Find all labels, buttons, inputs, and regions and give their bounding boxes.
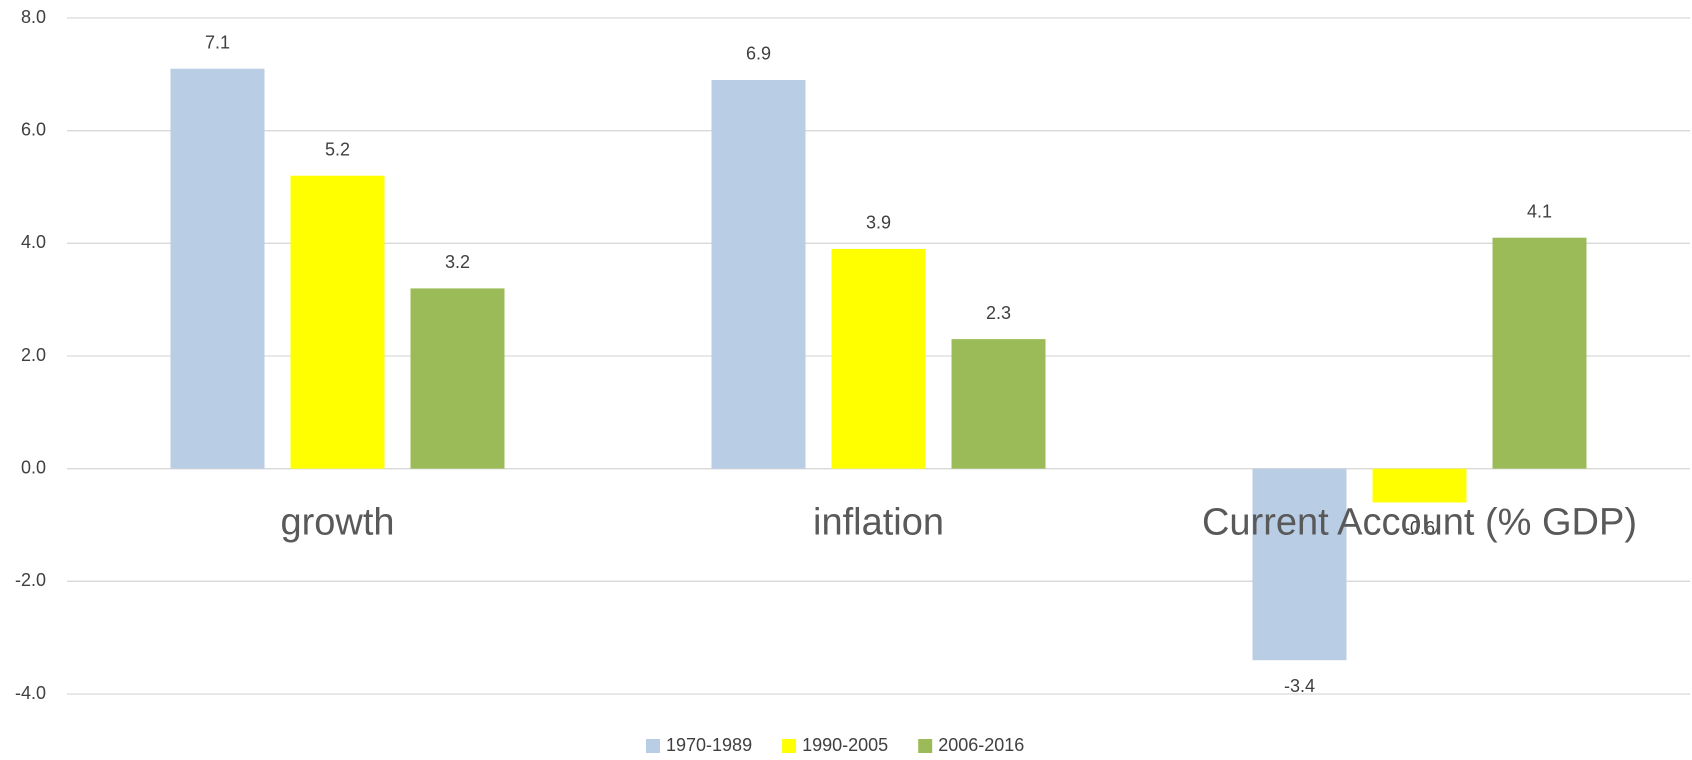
data-label: 7.1 <box>205 32 230 52</box>
bar <box>290 175 385 469</box>
data-label: -3.4 <box>1284 676 1315 696</box>
bar <box>170 68 265 469</box>
legend-label: 1990-2005 <box>802 735 888 755</box>
bar <box>1492 237 1587 469</box>
data-label: 3.2 <box>445 252 470 272</box>
y-tick-label: 0.0 <box>21 457 46 477</box>
legend-swatch <box>782 739 797 753</box>
data-label: 6.9 <box>746 44 771 64</box>
data-label: -0.6 <box>1404 518 1435 538</box>
data-label: 4.1 <box>1527 201 1552 221</box>
bar <box>831 248 926 469</box>
y-tick-label: -4.0 <box>15 683 46 703</box>
bar <box>951 339 1046 469</box>
y-tick-label: 8.0 <box>21 7 46 27</box>
bar <box>410 288 505 469</box>
y-tick-label: -2.0 <box>15 570 46 590</box>
y-tick-label: 6.0 <box>21 119 46 139</box>
legend-swatch <box>646 739 660 753</box>
legend-swatch <box>918 739 933 753</box>
bar <box>1252 468 1347 661</box>
y-tick-label: 2.0 <box>21 345 46 365</box>
bar <box>711 79 806 469</box>
legend-label: 1970-1989 <box>666 735 752 755</box>
x-tick-label: inflation <box>813 502 944 544</box>
data-label: 5.2 <box>325 139 350 159</box>
x-tick-label: growth <box>280 502 394 544</box>
y-tick-label: 4.0 <box>21 232 46 252</box>
data-label: 2.3 <box>986 303 1011 323</box>
x-tick-label: Current Account (% GDP) <box>1202 502 1637 544</box>
legend-label: 2006-2016 <box>938 735 1024 755</box>
data-label: 3.9 <box>866 213 891 233</box>
bar <box>1372 468 1467 503</box>
